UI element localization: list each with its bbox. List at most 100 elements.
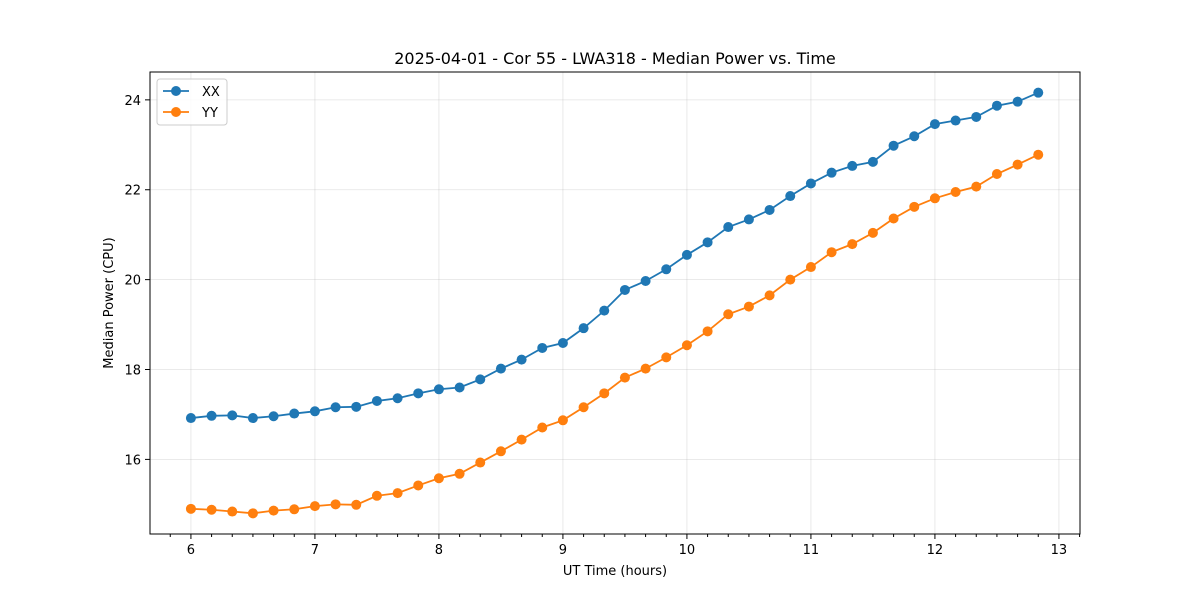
data-point-yy	[764, 290, 775, 301]
y-axis-label: Median Power (CPU)	[102, 237, 117, 368]
data-point-xx	[454, 382, 465, 393]
data-point-xx	[847, 160, 858, 171]
data-point-xx	[289, 408, 300, 419]
data-point-yy	[950, 186, 961, 197]
data-point-yy	[185, 503, 196, 514]
data-point-yy	[454, 468, 465, 479]
data-point-xx	[351, 401, 362, 412]
data-point-xx	[392, 393, 403, 404]
legend-marker-yy	[171, 107, 181, 117]
data-point-xx	[206, 410, 217, 421]
data-point-yy	[1033, 149, 1044, 160]
data-point-xx	[681, 249, 692, 260]
data-point-yy	[351, 499, 362, 510]
legend-label-xx: XX	[202, 85, 220, 100]
legend-label-yy: YY	[201, 106, 218, 121]
data-point-xx	[495, 363, 506, 374]
y-tick-label: 24	[124, 94, 141, 109]
data-point-xx	[1012, 96, 1023, 107]
data-point-xx	[971, 111, 982, 122]
x-axis-label: UT Time (hours)	[563, 564, 667, 579]
data-point-xx	[371, 395, 382, 406]
data-point-xx	[929, 119, 940, 130]
grid	[150, 72, 1080, 534]
data-point-xx	[1033, 87, 1044, 98]
data-point-xx	[475, 374, 486, 385]
data-point-yy	[433, 473, 444, 484]
data-point-xx	[805, 178, 816, 189]
series-layer	[185, 87, 1044, 519]
data-point-yy	[805, 262, 816, 273]
data-point-yy	[475, 457, 486, 468]
plot-area	[149, 71, 1081, 535]
data-point-xx	[516, 354, 527, 365]
data-point-xx	[743, 214, 754, 225]
data-point-xx	[991, 100, 1002, 111]
y-tick-label: 22	[124, 184, 141, 199]
y-tick-label: 18	[124, 364, 141, 379]
data-point-xx	[309, 406, 320, 417]
data-point-xx	[330, 402, 341, 413]
x-tick-label: 13	[1051, 543, 1068, 558]
data-point-xx	[950, 115, 961, 126]
data-point-yy	[495, 446, 506, 457]
data-point-yy	[537, 422, 548, 433]
data-point-yy	[1012, 159, 1023, 170]
data-point-xx	[702, 237, 713, 248]
data-point-xx	[785, 191, 796, 202]
data-point-yy	[557, 415, 568, 426]
data-point-xx	[433, 384, 444, 395]
data-point-xx	[826, 167, 837, 178]
data-point-yy	[971, 181, 982, 192]
data-point-xx	[537, 342, 548, 353]
x-tick-label: 10	[679, 543, 696, 558]
data-point-yy	[702, 326, 713, 337]
data-point-xx	[185, 413, 196, 424]
data-point-xx	[247, 413, 258, 424]
data-point-yy	[309, 501, 320, 512]
x-tick-label: 9	[559, 543, 567, 558]
data-point-yy	[909, 201, 920, 212]
chart-title: 2025-04-01 - Cor 55 - LWA318 - Median Po…	[394, 49, 836, 68]
x-tick-label: 6	[187, 543, 195, 558]
data-point-yy	[661, 352, 672, 363]
data-point-yy	[743, 301, 754, 312]
data-point-xx	[723, 222, 734, 233]
data-point-yy	[847, 239, 858, 250]
data-point-yy	[867, 227, 878, 238]
data-point-xx	[867, 156, 878, 167]
y-tick-label: 16	[124, 453, 141, 468]
axis-ticks: 6 7 8 9 10 11 12 13 16 18 20 22 24	[124, 94, 1081, 558]
legend: XX YY	[156, 78, 228, 126]
data-point-xx	[661, 264, 672, 275]
legend-marker-xx	[171, 86, 181, 96]
data-point-yy	[991, 169, 1002, 180]
x-tick-label: 11	[803, 543, 820, 558]
data-point-xx	[557, 337, 568, 348]
data-point-xx	[227, 410, 238, 421]
data-point-yy	[330, 499, 341, 510]
data-point-yy	[413, 480, 424, 491]
data-point-yy	[247, 508, 258, 519]
data-point-yy	[206, 504, 217, 515]
x-tick-label: 8	[435, 543, 443, 558]
data-point-yy	[516, 434, 527, 445]
data-point-yy	[826, 247, 837, 258]
data-point-yy	[371, 490, 382, 501]
x-tick-label: 7	[311, 543, 319, 558]
data-point-xx	[764, 204, 775, 215]
data-point-yy	[392, 488, 403, 499]
data-point-yy	[227, 506, 238, 517]
y-tick-label: 20	[124, 274, 141, 289]
data-point-yy	[578, 402, 589, 413]
data-point-yy	[640, 363, 651, 374]
data-point-xx	[413, 388, 424, 399]
data-point-yy	[619, 372, 630, 383]
data-point-yy	[888, 213, 899, 224]
data-point-yy	[785, 274, 796, 285]
data-point-yy	[929, 193, 940, 204]
data-point-yy	[723, 309, 734, 320]
data-point-xx	[619, 284, 630, 295]
data-point-xx	[578, 323, 589, 334]
